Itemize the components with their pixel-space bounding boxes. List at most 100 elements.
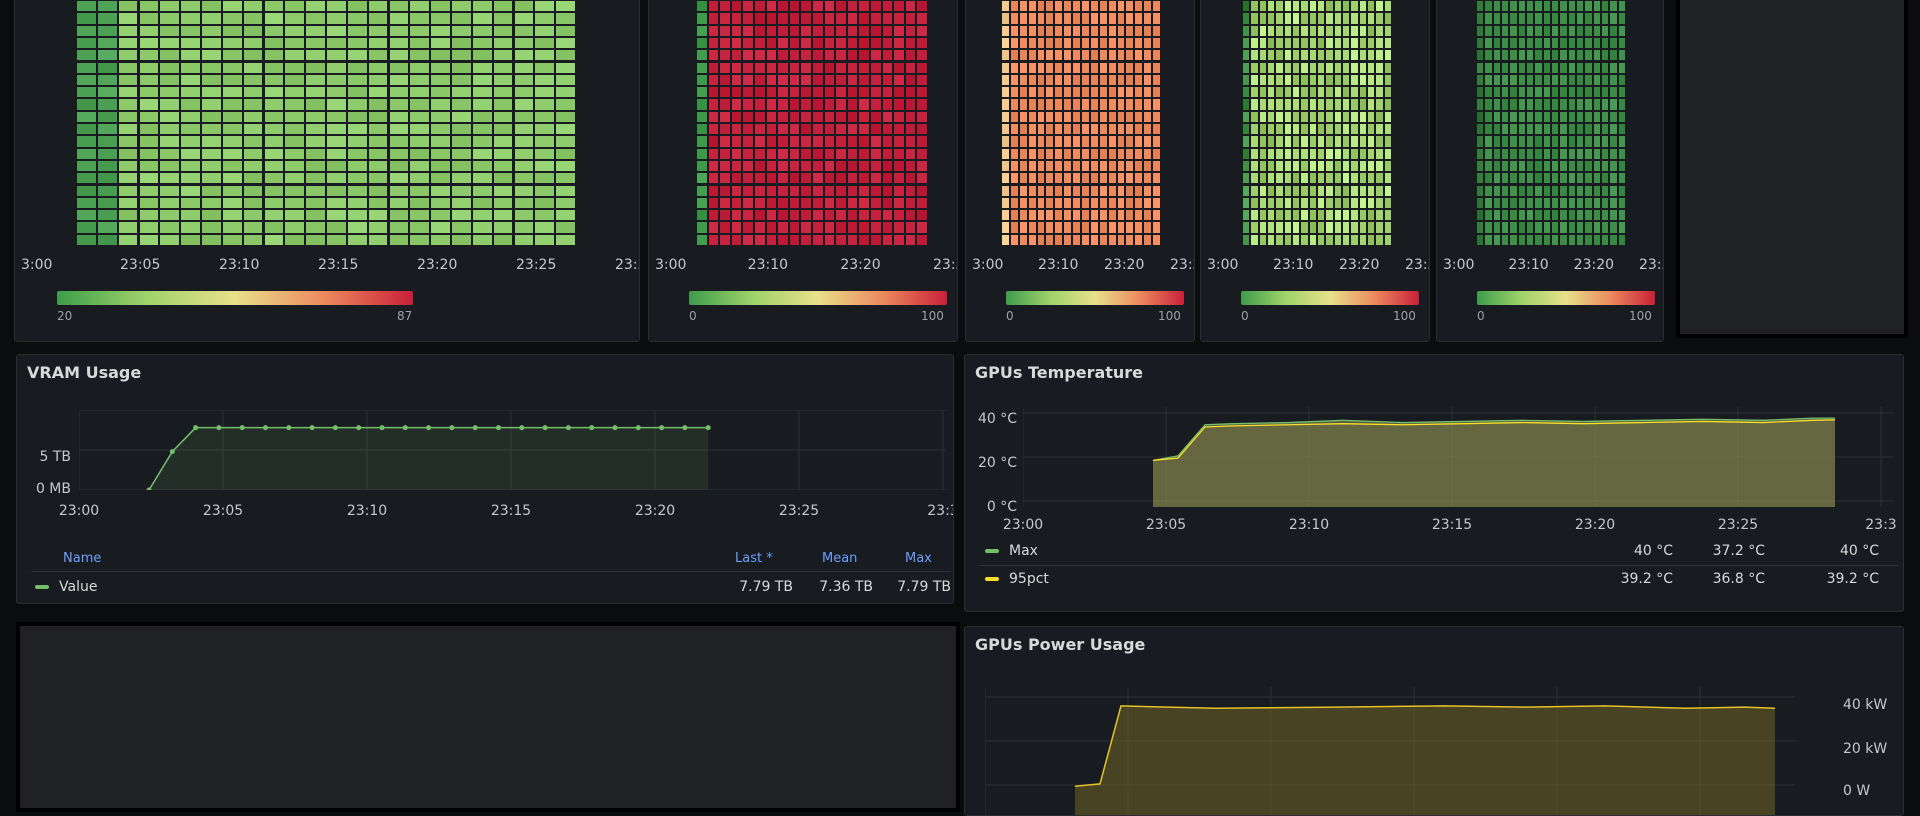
heatmap-x-tick: 3:00 bbox=[1207, 257, 1239, 273]
heatmap-cell bbox=[1560, 185, 1567, 196]
heatmap-cell bbox=[410, 13, 430, 24]
heatmap-cell bbox=[1568, 124, 1575, 135]
vram-usage-panel[interactable]: VRAM Usage 5 TB 0 MB 23:00 23:05 23:10 23:15 2… bbox=[16, 354, 954, 604]
heatmap-cell bbox=[1334, 185, 1341, 196]
heatmap-cell bbox=[556, 1, 575, 12]
heatmap-cell bbox=[1552, 87, 1559, 98]
legend-row-value[interactable]: Value bbox=[35, 579, 97, 595]
heatmap-cell bbox=[1518, 160, 1525, 172]
heatmap-cell bbox=[1351, 136, 1358, 147]
heatmap-cell bbox=[1334, 25, 1341, 36]
heatmap-cell bbox=[1144, 185, 1152, 196]
heatmap-cell bbox=[306, 210, 325, 221]
heatmap-cell bbox=[1002, 173, 1009, 184]
heatmap-cell bbox=[222, 1, 242, 12]
heatmap-cell bbox=[1293, 210, 1300, 221]
legend-row-95pct[interactable]: 95pct bbox=[985, 571, 1049, 587]
heatmap-cell bbox=[431, 136, 450, 147]
heatmap-cell bbox=[202, 185, 221, 196]
heatmap-cell bbox=[535, 124, 555, 135]
heatmap-cell bbox=[514, 136, 534, 147]
heatmap-cell bbox=[1243, 173, 1250, 184]
heatmap-cell bbox=[472, 173, 492, 184]
heatmap-cell bbox=[1560, 148, 1567, 159]
heatmap-cell bbox=[1493, 234, 1500, 245]
legend-header-mean[interactable]: Mean bbox=[822, 551, 858, 566]
heatmap-cell bbox=[1293, 1, 1300, 12]
heatmap-cell bbox=[202, 234, 221, 245]
heatmap-cell bbox=[847, 111, 858, 122]
heatmap-cell bbox=[181, 111, 200, 122]
heatmap-cell bbox=[139, 50, 159, 61]
heatmap-cell bbox=[285, 234, 305, 245]
heatmap-cell bbox=[410, 1, 430, 12]
heatmap-cell bbox=[1259, 1, 1266, 12]
heatmap-cell bbox=[1368, 124, 1375, 135]
heatmap-cell bbox=[1309, 111, 1316, 122]
heatmap-cell bbox=[894, 74, 904, 86]
heatmap-cell bbox=[882, 173, 893, 184]
legend-header-last[interactable]: Last * bbox=[735, 551, 773, 566]
heatmap-cell bbox=[77, 1, 96, 12]
heatmap-cell bbox=[1055, 62, 1063, 73]
heatmap-cell bbox=[766, 99, 777, 110]
heatmap-cell bbox=[160, 210, 180, 221]
heatmap-cell bbox=[1602, 197, 1609, 209]
legend-row-max[interactable]: Max bbox=[985, 543, 1038, 559]
heatmap-cell bbox=[1055, 99, 1063, 110]
heatmap-cell bbox=[766, 74, 777, 86]
heatmap-cell bbox=[410, 111, 430, 122]
heatmap-cell bbox=[139, 222, 159, 233]
heatmap-cell bbox=[368, 111, 388, 122]
heatmap-cell bbox=[1037, 185, 1045, 196]
y-axis-tick: 40 °C bbox=[977, 411, 1017, 427]
heatmap-cell bbox=[755, 111, 765, 122]
heatmap-cell bbox=[556, 74, 575, 86]
legend-header-max[interactable]: Max bbox=[905, 551, 932, 566]
gpus-temperature-panel[interactable]: GPUs Temperature 40 °C 20 °C 0 °C 23:00 23:0… bbox=[964, 354, 1904, 612]
legend-header-name[interactable]: Name bbox=[63, 551, 102, 566]
heatmap-cell bbox=[1108, 50, 1116, 61]
heatmap-cell bbox=[1259, 148, 1266, 159]
heatmap-cell bbox=[1243, 148, 1250, 159]
heatmap-cell bbox=[1535, 25, 1542, 36]
heatmap-cell bbox=[1384, 25, 1391, 36]
heatmap-cell bbox=[1527, 25, 1534, 36]
heatmap-cell bbox=[202, 136, 221, 147]
heatmap-cell bbox=[97, 136, 117, 147]
heatmap-cell bbox=[1326, 13, 1333, 24]
heatmap-cell bbox=[766, 1, 777, 12]
heatmap-cell bbox=[1618, 111, 1625, 122]
heatmap-cell bbox=[1251, 62, 1258, 73]
heatmap-cell bbox=[731, 99, 742, 110]
heatmap-cell bbox=[1334, 173, 1341, 184]
heatmap-cell bbox=[1493, 13, 1500, 24]
heatmap-cell bbox=[1502, 74, 1509, 86]
heatmap-cell bbox=[789, 111, 800, 122]
heatmap-cell bbox=[1376, 62, 1383, 73]
heatmap-cell bbox=[1477, 136, 1484, 147]
gpus-power-usage-panel[interactable]: GPUs Power Usage 40 kW 20 kW 0 W bbox=[964, 626, 1904, 816]
heatmap-cell bbox=[731, 173, 742, 184]
heatmap-cell bbox=[160, 1, 180, 12]
heatmap-cell bbox=[264, 197, 284, 209]
heatmap-cell bbox=[1251, 99, 1258, 110]
heatmap-cell bbox=[917, 136, 927, 147]
heatmap-cell bbox=[1055, 173, 1063, 184]
heatmap-cell bbox=[1309, 234, 1316, 245]
heatmap-cell bbox=[1293, 185, 1300, 196]
heatmap-cell bbox=[1259, 62, 1266, 73]
heatmap-cell bbox=[1309, 87, 1316, 98]
empty-panel-top-right[interactable] bbox=[1676, 0, 1908, 338]
heatmap-cell bbox=[306, 185, 325, 196]
heatmap-cell bbox=[1318, 1, 1325, 12]
empty-panel-bottom-left[interactable] bbox=[16, 622, 960, 812]
heatmap-cell bbox=[160, 234, 180, 245]
heatmap-cell bbox=[1108, 160, 1116, 172]
heatmap-cell bbox=[1153, 124, 1160, 135]
